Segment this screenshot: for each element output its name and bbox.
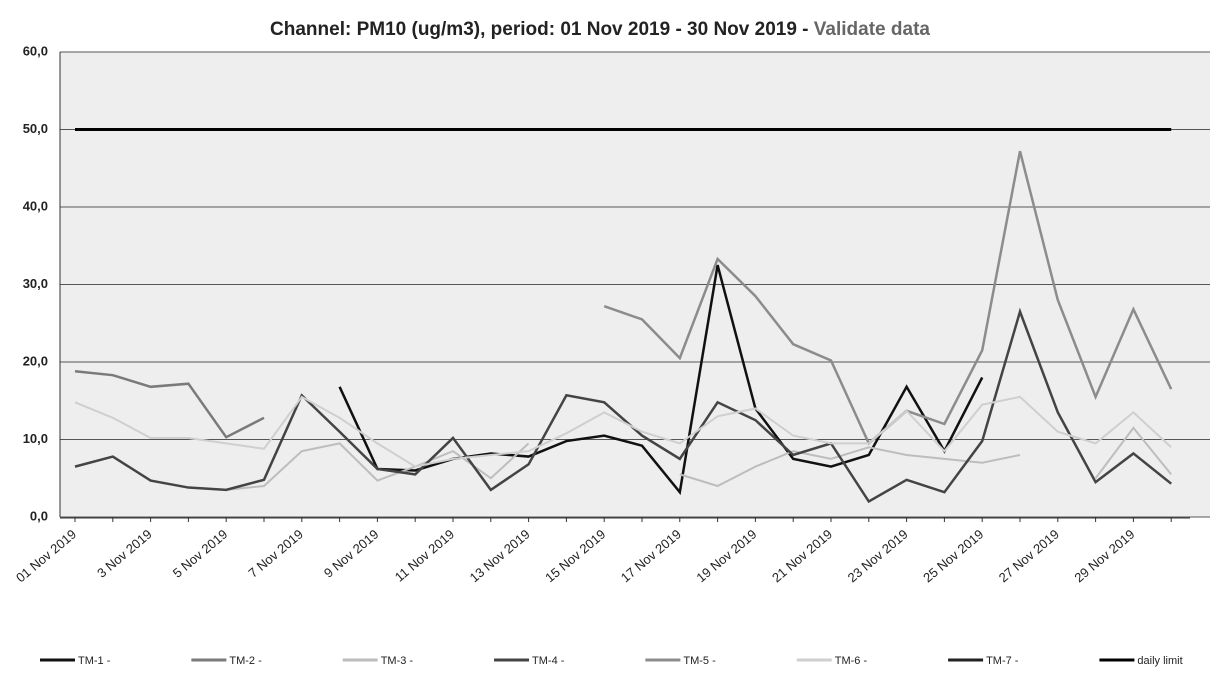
x-tick-label: 7 Nov 2019 <box>245 526 306 580</box>
x-tick-label: 13 Nov 2019 <box>467 526 533 585</box>
x-tick-label: 9 Nov 2019 <box>321 526 382 580</box>
x-tick-label: 29 Nov 2019 <box>1071 526 1137 585</box>
series-line <box>74 370 265 439</box>
legend-label: TM-7 - <box>986 655 1019 667</box>
legend-label: TM-5 - <box>683 655 716 667</box>
x-tick-label: 23 Nov 2019 <box>845 526 911 585</box>
x-tick-label: 11 Nov 2019 <box>392 526 457 584</box>
x-tick-label: 01 Nov 2019 <box>13 526 79 585</box>
x-tick-label: 5 Nov 2019 <box>170 526 231 580</box>
legend-label: TM-2 - <box>229 655 262 667</box>
title-main: Channel: PM10 (ug/m3), period: 01 Nov 20… <box>270 19 809 40</box>
x-tick-label: 17 Nov 2019 <box>618 526 684 585</box>
x-tick-label: 21 Nov 2019 <box>769 526 835 585</box>
x-tick-label: 25 Nov 2019 <box>920 526 986 585</box>
x-tick-label: 15 Nov 2019 <box>542 526 608 585</box>
title-sub: Validate data <box>814 19 931 40</box>
chart-title: Channel: PM10 (ug/m3), period: 01 Nov 20… <box>270 19 930 40</box>
x-tick-label: 27 Nov 2019 <box>996 526 1062 585</box>
series-line <box>226 426 1172 491</box>
legend-label: TM-4 - <box>532 655 565 667</box>
legend-label: TM-1 - <box>78 655 111 667</box>
y-tick-label: 60,0 <box>23 43 48 58</box>
y-tick-label: 20,0 <box>23 353 48 368</box>
y-tick-label: 10,0 <box>23 431 48 446</box>
series-line <box>74 307 1172 504</box>
y-tick-label: 30,0 <box>23 276 48 291</box>
series-line <box>74 395 1172 468</box>
legend-label: TM-6 - <box>835 655 868 667</box>
x-tick-label: 3 Nov 2019 <box>94 526 155 580</box>
legend-label: daily limit <box>1137 655 1182 667</box>
legend-label: TM-3 - <box>381 655 414 667</box>
y-tick-label: 40,0 <box>23 198 48 213</box>
y-tick-label: 50,0 <box>23 121 48 136</box>
y-tick-label: 0,0 <box>30 508 48 523</box>
x-tick-label: 19 Nov 2019 <box>693 526 759 585</box>
